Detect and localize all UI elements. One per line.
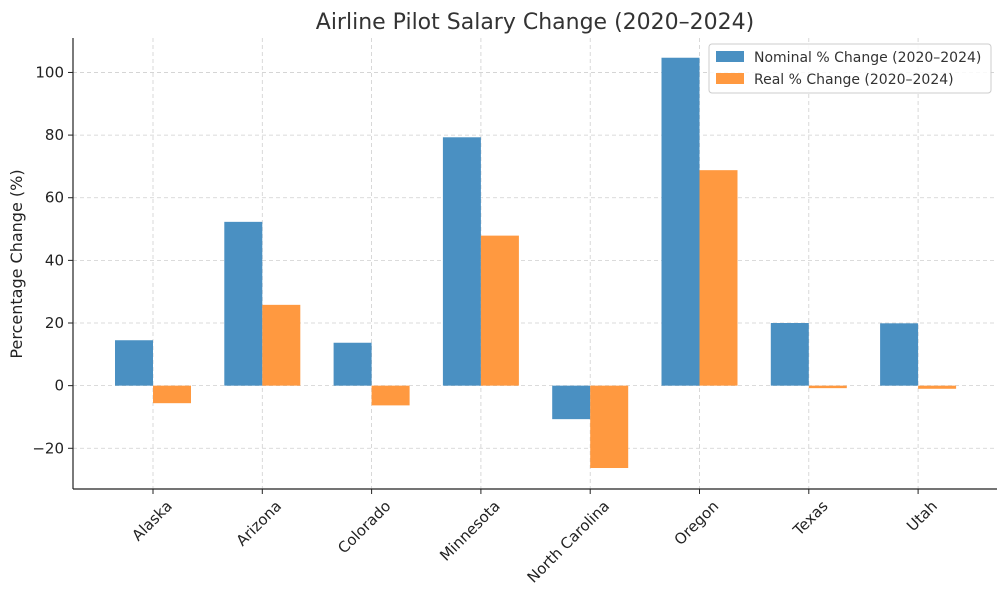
bar-nominal-colorado <box>333 342 372 386</box>
legend-label-nominal: Nominal % Change (2020–2024) <box>754 50 981 66</box>
bar-nominal-minnesota <box>442 137 481 386</box>
bar-real-arizona <box>262 304 301 386</box>
y-tick-label: 40 <box>45 251 64 269</box>
bar-nominal-north-carolina <box>552 385 591 420</box>
bar-nominal-oregon <box>661 57 700 386</box>
y-axis-label: Percentage Change (%) <box>7 169 26 358</box>
y-tick-label: 80 <box>45 126 64 144</box>
chart-title: Airline Pilot Salary Change (2020–2024) <box>316 10 754 35</box>
bar-nominal-texas <box>770 323 809 386</box>
legend: Nominal % Change (2020–2024) Real % Chan… <box>708 43 992 94</box>
bar-real-minnesota <box>480 235 519 386</box>
y-tick-label: 100 <box>35 63 64 81</box>
legend-label-real: Real % Change (2020–2024) <box>754 72 954 88</box>
y-tick-label: −20 <box>32 439 64 457</box>
bar-real-utah <box>918 385 957 389</box>
bar-nominal-alaska <box>115 340 153 386</box>
legend-swatch-nominal <box>716 51 744 62</box>
x-tick-label: Colorado <box>334 497 394 557</box>
bar-real-colorado <box>371 385 410 406</box>
bar-nominal-arizona <box>224 221 263 386</box>
legend-box <box>708 43 992 94</box>
bar-real-texas <box>808 385 847 389</box>
y-tick-label: 20 <box>45 314 64 332</box>
bar-real-north-carolina <box>590 385 629 469</box>
legend-swatch-real <box>716 73 744 84</box>
bar-nominal-utah <box>880 323 919 386</box>
bars <box>115 57 957 469</box>
x-tick-label: North Carolina <box>524 497 613 586</box>
x-tick-label: Texas <box>789 497 832 540</box>
y-tick-label: 0 <box>54 377 64 395</box>
x-tick-label: Minnesota <box>436 497 503 564</box>
bar-real-alaska <box>153 385 191 404</box>
x-tick-label: Oregon <box>671 497 723 549</box>
x-tick-label: Alaska <box>128 497 175 544</box>
grid <box>73 38 997 489</box>
x-tick-label: Utah <box>903 497 941 535</box>
x-tick-label: Arizona <box>233 497 286 550</box>
y-tick-label: 60 <box>45 189 64 207</box>
axes <box>72 38 997 490</box>
bar-real-oregon <box>699 170 738 386</box>
